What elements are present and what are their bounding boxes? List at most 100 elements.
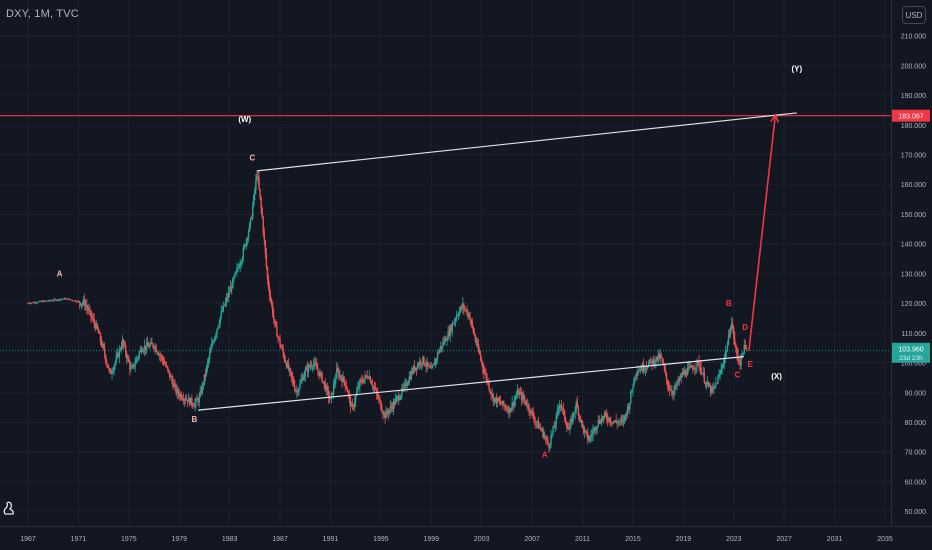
candle-body	[636, 373, 638, 375]
candle-body	[92, 318, 94, 320]
candle-body	[42, 301, 44, 302]
candle-body	[507, 409, 509, 413]
candle-body	[393, 401, 396, 405]
candle-body	[409, 376, 411, 380]
currency-button[interactable]: USD	[902, 6, 926, 24]
candle-body	[642, 364, 645, 371]
candle-body	[333, 382, 336, 385]
candle-body	[581, 420, 584, 426]
candle-body	[548, 444, 550, 448]
candle-body	[694, 368, 696, 370]
candle-body	[256, 175, 258, 180]
candle-body	[357, 387, 359, 392]
candle-body	[310, 365, 313, 367]
candle-body	[446, 339, 448, 341]
candle-body	[367, 377, 369, 379]
candle-body	[493, 398, 496, 402]
candle-body	[321, 372, 323, 382]
candle-body	[467, 313, 469, 315]
candle-body	[701, 373, 703, 375]
candle-body	[193, 406, 195, 407]
candle-body	[576, 401, 578, 407]
candle-body	[596, 425, 598, 429]
candle-body	[644, 367, 647, 370]
candle-body	[692, 367, 694, 370]
candle-body	[713, 386, 715, 390]
candle-body	[86, 305, 88, 308]
candle-body	[189, 397, 191, 405]
candle-body	[474, 335, 477, 341]
candle-body	[413, 365, 416, 371]
candle-body	[276, 326, 278, 337]
wave-label-c1: C	[249, 153, 255, 162]
candle-body	[69, 298, 71, 300]
candle-body	[736, 348, 738, 355]
candle-body	[71, 299, 73, 301]
price-markers: 183.067 103.960 23d 23h	[892, 109, 930, 363]
candle-body	[155, 346, 157, 352]
upper-trend-line[interactable]	[256, 112, 797, 172]
symbol-info[interactable]: DXY, 1M, TVC	[6, 8, 79, 20]
candle-body	[643, 369, 646, 371]
lower-trend-line[interactable]	[198, 356, 744, 411]
candle-body	[721, 366, 723, 369]
candle-body	[163, 363, 166, 365]
candle-body	[175, 384, 177, 393]
candle-body	[577, 406, 580, 416]
candle-body	[190, 397, 192, 405]
candle-body	[304, 369, 306, 376]
projection-arrow-line[interactable]	[748, 114, 777, 351]
candle-body	[645, 367, 648, 369]
candle-body	[403, 385, 405, 389]
time-tick-label: 2007	[524, 536, 540, 543]
candle-body	[404, 382, 406, 386]
candle-body	[565, 419, 567, 424]
candle-body	[601, 418, 604, 420]
candle-body	[34, 302, 37, 304]
candle-body	[159, 354, 162, 357]
candle-body	[203, 373, 206, 384]
candle-body	[492, 394, 494, 402]
candle-body	[452, 323, 455, 325]
candle-body	[252, 205, 254, 219]
candle-body	[88, 309, 90, 311]
candle-body	[243, 245, 246, 249]
candle-body	[358, 386, 360, 388]
time-tick-label: 1991	[323, 536, 339, 543]
candle-body	[724, 351, 727, 358]
candle-body	[735, 343, 737, 349]
candle-body	[152, 343, 154, 347]
candle-body	[484, 372, 486, 374]
candle-body	[640, 369, 643, 371]
candle-body	[103, 348, 106, 356]
candle-body	[261, 208, 263, 218]
candle-body	[414, 367, 417, 371]
candle-body	[46, 300, 48, 302]
candle-body	[148, 345, 150, 348]
candle-body	[224, 301, 227, 306]
candle-body	[331, 392, 334, 395]
candle-body	[222, 305, 225, 312]
candle-body	[216, 328, 218, 334]
candle-body	[40, 301, 43, 302]
candle-body	[475, 340, 478, 345]
candle-body	[433, 363, 436, 365]
time-tick-label: 2011	[575, 536, 590, 543]
candle-body	[33, 302, 36, 304]
candle-body	[251, 218, 253, 219]
candle-body	[177, 389, 179, 394]
candle-body	[200, 391, 202, 393]
candle-body	[176, 389, 178, 393]
candle-body	[726, 344, 729, 352]
candle-body	[332, 384, 335, 395]
candle-body	[427, 362, 429, 366]
candle-body	[269, 295, 272, 300]
candle-body	[329, 398, 332, 400]
candle-body	[201, 383, 204, 393]
candle-body	[50, 300, 52, 302]
candle-body	[328, 397, 331, 399]
candle-body	[63, 298, 65, 300]
tradingview-logo-icon	[3, 501, 14, 515]
